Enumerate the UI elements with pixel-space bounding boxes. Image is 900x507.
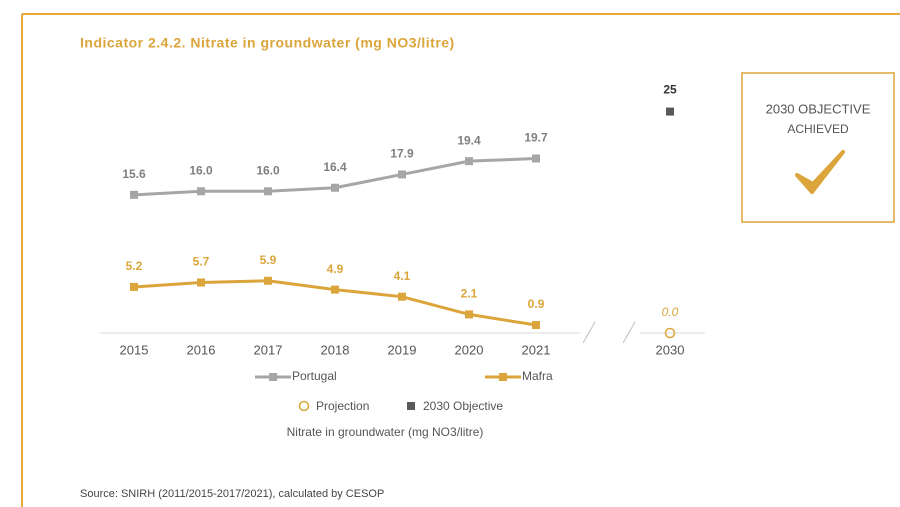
badge-text: ACHIEVED: [787, 122, 849, 136]
point: [331, 183, 339, 192]
objective-point: [666, 107, 674, 116]
point: [264, 276, 272, 285]
x-tick-label: 2017: [254, 342, 283, 357]
point: [465, 157, 473, 166]
x-tick-label: 2018: [321, 342, 350, 357]
legend-marker: [269, 373, 277, 381]
objective-badge: [741, 72, 895, 223]
value-label: 5.9: [260, 253, 277, 267]
legend-label: Portugal: [292, 369, 337, 383]
point: [197, 187, 205, 196]
value-label: 2.1: [461, 287, 478, 301]
legend-marker: [499, 373, 507, 381]
x-tick-label: 2021: [522, 342, 551, 357]
projection-point: [664, 327, 676, 339]
legend-label: Mafra: [522, 369, 553, 383]
value-label: 5.2: [126, 259, 143, 273]
point: [532, 154, 540, 163]
source: Source: SNIRH (2011/2015-2017/2021), cal…: [80, 488, 384, 500]
x-tick-label: 2030: [656, 342, 685, 357]
point: [264, 187, 272, 196]
x-tick-label: 2020: [455, 342, 484, 357]
point: [398, 292, 406, 301]
value-label: 5.7: [193, 255, 210, 269]
value-label: 4.1: [394, 269, 411, 283]
legend-marker: [298, 400, 310, 412]
x-tick-label: 2019: [388, 342, 417, 357]
point: [197, 278, 205, 287]
point: [130, 190, 138, 199]
point: [130, 282, 138, 291]
badge-text: 2030 OBJECTIVE: [766, 101, 871, 116]
value-label: 17.9: [390, 147, 414, 161]
caption: Nitrate in groundwater (mg NO3/litre): [287, 425, 484, 439]
value-label: 19.4: [457, 133, 481, 147]
value-label: 19.7: [524, 131, 548, 145]
point: [465, 310, 473, 319]
legend-label: 2030 Objective: [423, 399, 503, 413]
projection-label: 0.0: [662, 305, 679, 319]
x-tick-label: 2015: [120, 342, 149, 357]
point: [532, 321, 540, 330]
value-label: 16.4: [323, 160, 347, 174]
value-label: 4.9: [327, 262, 344, 276]
value-label: 15.6: [122, 167, 146, 181]
value-label: 16.0: [189, 163, 213, 177]
objective-label: 25: [663, 83, 677, 97]
legend-marker: [407, 402, 415, 410]
value-label: 16.0: [256, 163, 280, 177]
legend-label: Projection: [316, 399, 369, 413]
axis-break: [582, 321, 596, 344]
value-label: 0.9: [528, 297, 545, 311]
checkmark: [795, 150, 845, 194]
point: [398, 170, 406, 179]
point: [331, 285, 339, 294]
chart-title: Indicator 2.4.2. Nitrate in groundwater …: [80, 35, 455, 51]
axis-break: [622, 321, 636, 344]
x-tick-label: 2016: [187, 342, 216, 357]
